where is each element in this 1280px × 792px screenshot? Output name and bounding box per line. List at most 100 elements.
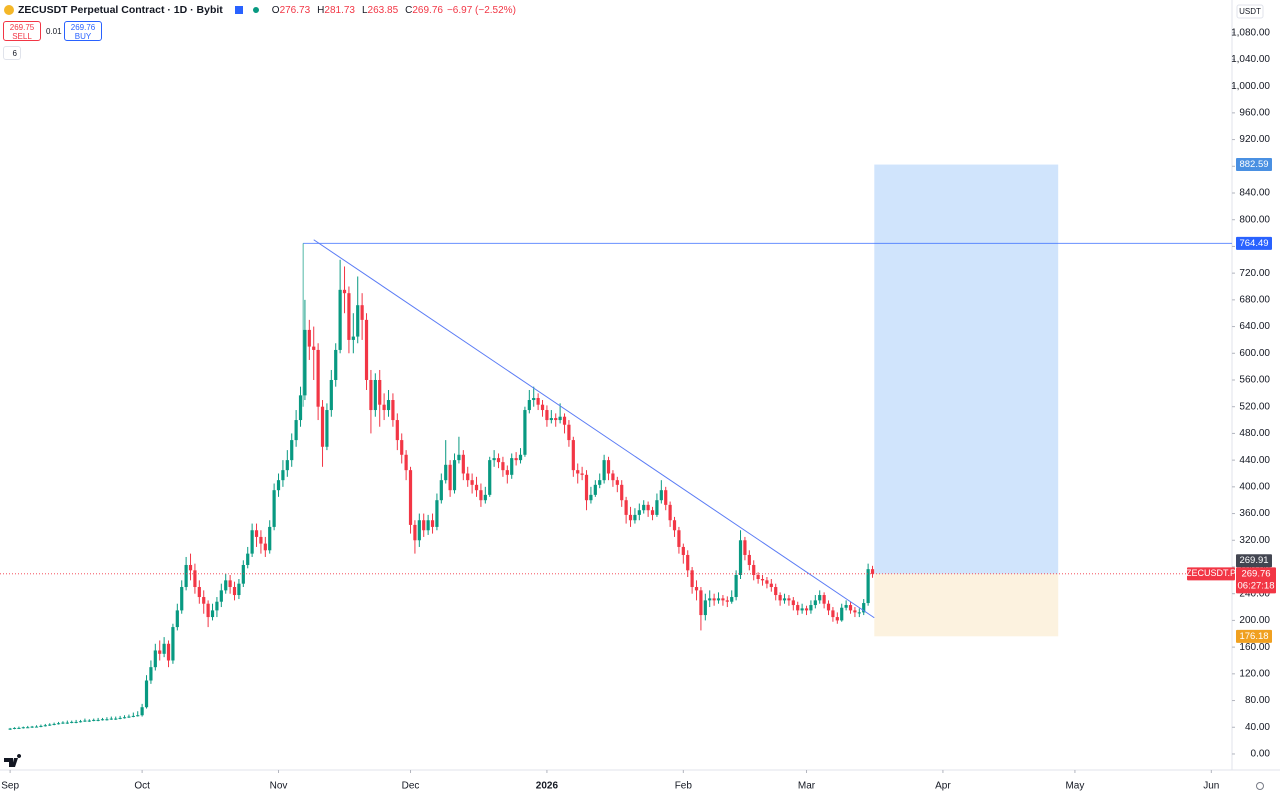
settings-icon[interactable] [1256, 782, 1264, 790]
candle-body [303, 329, 307, 396]
line-price-label-box [1236, 236, 1272, 250]
candle-body [870, 569, 875, 574]
close-value: 269.76 [412, 4, 443, 16]
flag-icon[interactable] [234, 6, 243, 14]
candle-body [549, 418, 553, 421]
candle-body [281, 470, 285, 481]
candle-body [774, 587, 778, 596]
y-tick-label: 680.00 [1239, 294, 1270, 305]
candle-body [171, 627, 175, 661]
y-tick-label: 800.00 [1239, 214, 1270, 225]
candle-body [734, 574, 738, 598]
candle-body [818, 595, 822, 601]
x-tick-label: Apr [935, 781, 951, 792]
candle-body [461, 454, 465, 474]
candle-body [444, 464, 448, 481]
candle-body [479, 490, 483, 501]
candle-body [791, 600, 795, 606]
candle-body [857, 612, 861, 614]
candle-body [386, 400, 391, 411]
y-tick-label: 80.00 [1245, 695, 1270, 706]
candle-body [496, 458, 501, 463]
candle-body [417, 520, 421, 541]
candle-body [646, 504, 650, 511]
candle-body [730, 597, 734, 602]
y-tick-label: 1,000.00 [1231, 81, 1270, 92]
candle-body [268, 526, 272, 551]
candle-body [369, 379, 373, 411]
y-tick-label: 520.00 [1239, 401, 1270, 412]
x-tick-label: Nov [270, 781, 288, 792]
line-price-label: 764.49 [1239, 238, 1268, 249]
candle-body [708, 598, 712, 601]
candle-body [56, 723, 61, 725]
x-tick-label: 2026 [536, 781, 559, 792]
y-tick-label: 240.00 [1239, 588, 1270, 599]
candle-body [835, 617, 839, 621]
candle-body [175, 610, 179, 628]
candle-body [567, 424, 571, 441]
candle-body [338, 289, 342, 350]
candle-body [364, 319, 369, 380]
candle-body [122, 717, 127, 719]
target-label: 882.59 [1239, 159, 1268, 170]
candle-body [149, 667, 153, 681]
candle-body [232, 587, 237, 596]
candle-body [52, 723, 56, 725]
candle-body [545, 410, 549, 421]
candle-body [743, 540, 747, 555]
candle-body [466, 473, 470, 481]
candle-body [721, 598, 725, 601]
candle-body [400, 440, 404, 455]
sell-label: SELL [12, 32, 32, 41]
candle-body [826, 603, 831, 611]
y-tick-label: 1,040.00 [1231, 54, 1270, 65]
sell-price: 269.75 [9, 23, 35, 32]
candle-body [184, 564, 188, 588]
candle-body [787, 598, 791, 601]
candle-body [12, 727, 17, 729]
candle-body [180, 587, 184, 611]
quantity[interactable]: 0.01 [46, 27, 62, 36]
currency: USDT [1239, 7, 1261, 16]
high-value: 281.73 [324, 4, 355, 16]
candle-body [136, 715, 140, 717]
candle-body [738, 540, 743, 575]
profit-zone [874, 164, 1059, 574]
candle-body [422, 520, 426, 531]
candle-body [536, 398, 540, 405]
buy-button[interactable]: 269.76 BUY [64, 21, 102, 41]
candle-body [611, 473, 615, 481]
x-tick-label: Mar [798, 781, 816, 792]
candle-body [584, 474, 589, 501]
currency-box[interactable] [1236, 4, 1264, 19]
candle-body [378, 379, 382, 405]
candle-body [602, 460, 606, 481]
candle-body [562, 416, 567, 425]
candle-body [615, 480, 619, 485]
candle-body [474, 484, 479, 491]
candle-body [677, 530, 681, 547]
candle-body [342, 289, 347, 294]
candle-body [532, 398, 536, 401]
candle-body [699, 590, 703, 616]
candle-body [197, 587, 201, 598]
y-tick-label: 480.00 [1239, 428, 1270, 439]
sell-button[interactable]: 269.75 SELL [3, 21, 41, 41]
candle-body [483, 494, 487, 501]
indicators-toggle[interactable]: 6 [3, 46, 21, 60]
candle-body [637, 510, 641, 515]
entry-label: 269.91 [1239, 555, 1268, 566]
buy-price: 269.76 [70, 23, 96, 32]
candle-body [347, 293, 351, 340]
target-label-box [1236, 158, 1272, 172]
candle-body [320, 406, 325, 447]
candle-body [606, 460, 611, 474]
candle-body [769, 583, 773, 588]
candle-body [408, 470, 413, 525]
candle-body [853, 610, 857, 613]
y-tick-label: 720.00 [1239, 268, 1270, 279]
status-dot [252, 7, 259, 13]
candle-body [360, 305, 364, 320]
candle-body [426, 520, 430, 531]
